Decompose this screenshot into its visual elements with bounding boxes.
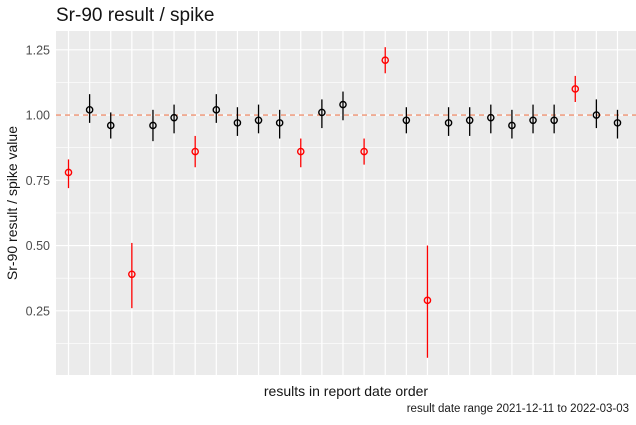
point-marker [128, 270, 136, 279]
point-marker [191, 147, 199, 156]
data-point [128, 242, 136, 309]
point-marker [233, 119, 242, 127]
data-point [233, 107, 242, 136]
point-marker [613, 119, 622, 127]
data-point [106, 112, 115, 139]
data-point [508, 109, 516, 139]
y-tick-label: 0.75 [26, 174, 50, 188]
point-marker [254, 116, 263, 125]
data-point [381, 47, 390, 74]
y-tick-label: 1.00 [26, 109, 50, 123]
data-point [423, 245, 432, 358]
point-marker [423, 296, 432, 305]
point-marker [550, 116, 558, 125]
point-marker [444, 119, 453, 127]
point-marker [571, 85, 580, 93]
point-marker [529, 116, 537, 125]
data-point [613, 109, 622, 139]
data-point [529, 104, 537, 134]
point-marker [486, 113, 495, 122]
data-point [64, 159, 73, 189]
point-marker [402, 116, 411, 125]
x-axis-title: results in report date order [263, 383, 429, 399]
data-point [402, 107, 411, 134]
data-points [64, 47, 622, 358]
point-marker [275, 119, 284, 127]
data-point [318, 99, 326, 129]
point-marker [318, 108, 326, 117]
data-point [339, 91, 347, 121]
point-marker [64, 168, 73, 177]
data-point [550, 104, 558, 134]
data-point [486, 104, 495, 134]
y-tick-label: 0.25 [26, 304, 50, 318]
data-point [191, 135, 199, 168]
point-marker [360, 147, 368, 156]
y-tick-label: 1.25 [26, 43, 50, 57]
point-marker [381, 56, 390, 65]
point-marker [212, 106, 221, 114]
data-point [85, 94, 94, 123]
point-marker [106, 121, 115, 130]
data-point [444, 107, 453, 136]
data-point [592, 99, 601, 129]
data-point [275, 109, 284, 139]
point-marker [339, 100, 347, 109]
chart-title: Sr-90 result / spike [56, 5, 215, 26]
data-point [360, 138, 368, 165]
point-marker [592, 111, 601, 119]
chart-caption: result date range 2021-12-11 to 2022-03-… [406, 403, 629, 415]
data-point [296, 138, 305, 168]
data-point [149, 109, 157, 142]
point-marker [296, 147, 305, 156]
data-point [254, 104, 263, 134]
data-point [212, 94, 221, 123]
point-marker [85, 106, 94, 114]
point-marker [508, 121, 516, 130]
y-tick-label: 0.50 [26, 239, 50, 253]
point-marker [170, 113, 178, 122]
data-point [170, 104, 178, 134]
point-marker [465, 116, 474, 125]
y-axis-ticks: 1.25 1.00 0.75 0.50 0.25 [26, 43, 50, 318]
point-marker [149, 121, 157, 130]
data-point [465, 107, 474, 136]
data-point [571, 75, 580, 102]
